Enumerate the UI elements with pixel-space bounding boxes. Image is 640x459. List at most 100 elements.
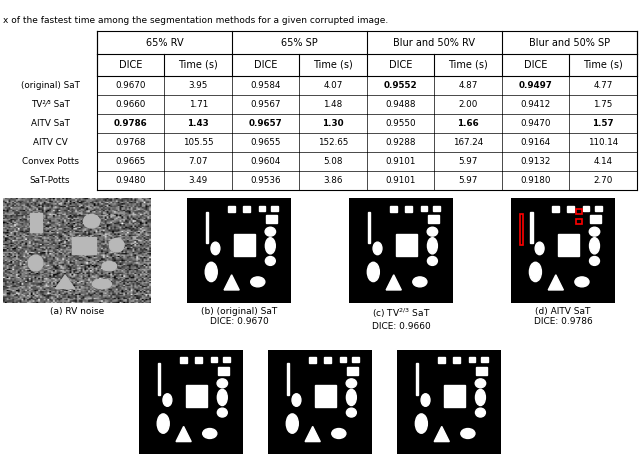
- Text: 0.9488: 0.9488: [385, 100, 416, 109]
- Text: 3.95: 3.95: [189, 81, 208, 90]
- Ellipse shape: [211, 242, 220, 255]
- Bar: [347, 367, 358, 375]
- Bar: [481, 357, 488, 363]
- Ellipse shape: [421, 394, 430, 406]
- Text: Time (s): Time (s): [313, 60, 353, 70]
- Text: 0.9660: 0.9660: [116, 100, 146, 109]
- Ellipse shape: [346, 379, 356, 388]
- Polygon shape: [548, 275, 563, 290]
- Ellipse shape: [476, 389, 485, 405]
- Bar: [352, 357, 359, 363]
- Ellipse shape: [266, 257, 275, 265]
- Text: 110.14: 110.14: [588, 138, 618, 146]
- Ellipse shape: [92, 279, 111, 289]
- Text: 0.9584: 0.9584: [250, 81, 281, 90]
- Ellipse shape: [203, 429, 217, 438]
- Text: 0.9670: 0.9670: [115, 81, 146, 90]
- Ellipse shape: [535, 242, 544, 255]
- Text: AITV SaT: AITV SaT: [31, 118, 70, 128]
- Ellipse shape: [415, 414, 428, 433]
- Text: 3.49: 3.49: [189, 176, 208, 185]
- Ellipse shape: [428, 257, 437, 265]
- Ellipse shape: [205, 262, 217, 282]
- Bar: [368, 212, 371, 243]
- Bar: [223, 357, 230, 363]
- Text: DICE: DICE: [254, 60, 277, 70]
- Bar: [453, 358, 460, 363]
- Bar: [218, 367, 228, 375]
- Text: Blur and 50% SP: Blur and 50% SP: [529, 38, 610, 48]
- Text: 0.9497: 0.9497: [518, 81, 552, 90]
- Bar: [438, 358, 445, 363]
- Text: 65% SP: 65% SP: [281, 38, 318, 48]
- X-axis label: (c) TV$^{2/3}$ SaT
DICE: 0.9660: (c) TV$^{2/3}$ SaT DICE: 0.9660: [372, 307, 431, 331]
- Ellipse shape: [476, 408, 485, 417]
- Ellipse shape: [589, 227, 600, 236]
- Text: 5.97: 5.97: [458, 157, 478, 166]
- Bar: [476, 367, 486, 375]
- Polygon shape: [305, 426, 320, 442]
- Bar: [421, 206, 427, 211]
- Bar: [259, 206, 265, 211]
- Text: 0.9180: 0.9180: [520, 176, 551, 185]
- Ellipse shape: [251, 277, 265, 287]
- Bar: [195, 358, 202, 363]
- Text: 0.9768: 0.9768: [115, 138, 146, 146]
- Ellipse shape: [575, 277, 589, 287]
- Text: 0.9552: 0.9552: [384, 81, 417, 90]
- Polygon shape: [434, 426, 449, 442]
- Bar: [575, 209, 582, 214]
- Ellipse shape: [428, 238, 437, 254]
- Ellipse shape: [266, 238, 275, 254]
- Ellipse shape: [217, 379, 228, 388]
- Bar: [567, 206, 574, 212]
- Text: SaT-Potts: SaT-Potts: [30, 176, 70, 185]
- Bar: [428, 215, 438, 223]
- Text: 1.71: 1.71: [189, 100, 208, 109]
- Text: 0.9412: 0.9412: [520, 100, 550, 109]
- Polygon shape: [56, 275, 75, 289]
- Bar: [530, 212, 532, 243]
- Ellipse shape: [413, 277, 427, 287]
- Ellipse shape: [218, 389, 227, 405]
- Bar: [266, 215, 276, 223]
- Text: DICE: DICE: [119, 60, 142, 70]
- Text: 167.24: 167.24: [453, 138, 483, 146]
- X-axis label: (d) AITV SaT
DICE: 0.9786: (d) AITV SaT DICE: 0.9786: [534, 307, 593, 326]
- Text: Convex Potts: Convex Potts: [22, 157, 79, 166]
- Text: 4.14: 4.14: [593, 157, 612, 166]
- Bar: [72, 237, 96, 254]
- Text: 1.30: 1.30: [323, 118, 344, 128]
- Text: 105.55: 105.55: [183, 138, 214, 146]
- Bar: [390, 206, 397, 212]
- Text: 0.9101: 0.9101: [385, 157, 416, 166]
- Bar: [469, 357, 476, 363]
- Bar: [396, 234, 417, 256]
- Bar: [416, 364, 419, 395]
- Ellipse shape: [346, 408, 356, 417]
- Bar: [405, 206, 412, 212]
- Ellipse shape: [102, 262, 116, 271]
- Bar: [211, 357, 217, 363]
- Ellipse shape: [367, 262, 380, 282]
- Text: 0.9657: 0.9657: [249, 118, 282, 128]
- Ellipse shape: [476, 379, 486, 388]
- Bar: [433, 206, 440, 211]
- Bar: [552, 206, 559, 212]
- Ellipse shape: [292, 394, 301, 406]
- Text: 0.9655: 0.9655: [250, 138, 281, 146]
- X-axis label: (a) RV noise: (a) RV noise: [50, 307, 104, 316]
- Ellipse shape: [332, 429, 346, 438]
- Bar: [590, 215, 601, 223]
- Bar: [186, 386, 207, 407]
- Text: AITV CV: AITV CV: [33, 138, 67, 146]
- Bar: [309, 358, 316, 363]
- Bar: [287, 364, 289, 395]
- Text: Time (s): Time (s): [583, 60, 623, 70]
- Ellipse shape: [83, 214, 100, 228]
- Text: 0.9132: 0.9132: [520, 157, 551, 166]
- Text: 2.00: 2.00: [458, 100, 478, 109]
- Polygon shape: [224, 275, 239, 290]
- Text: 3.86: 3.86: [323, 176, 343, 185]
- Text: TV²⁄³ SaT: TV²⁄³ SaT: [31, 100, 70, 109]
